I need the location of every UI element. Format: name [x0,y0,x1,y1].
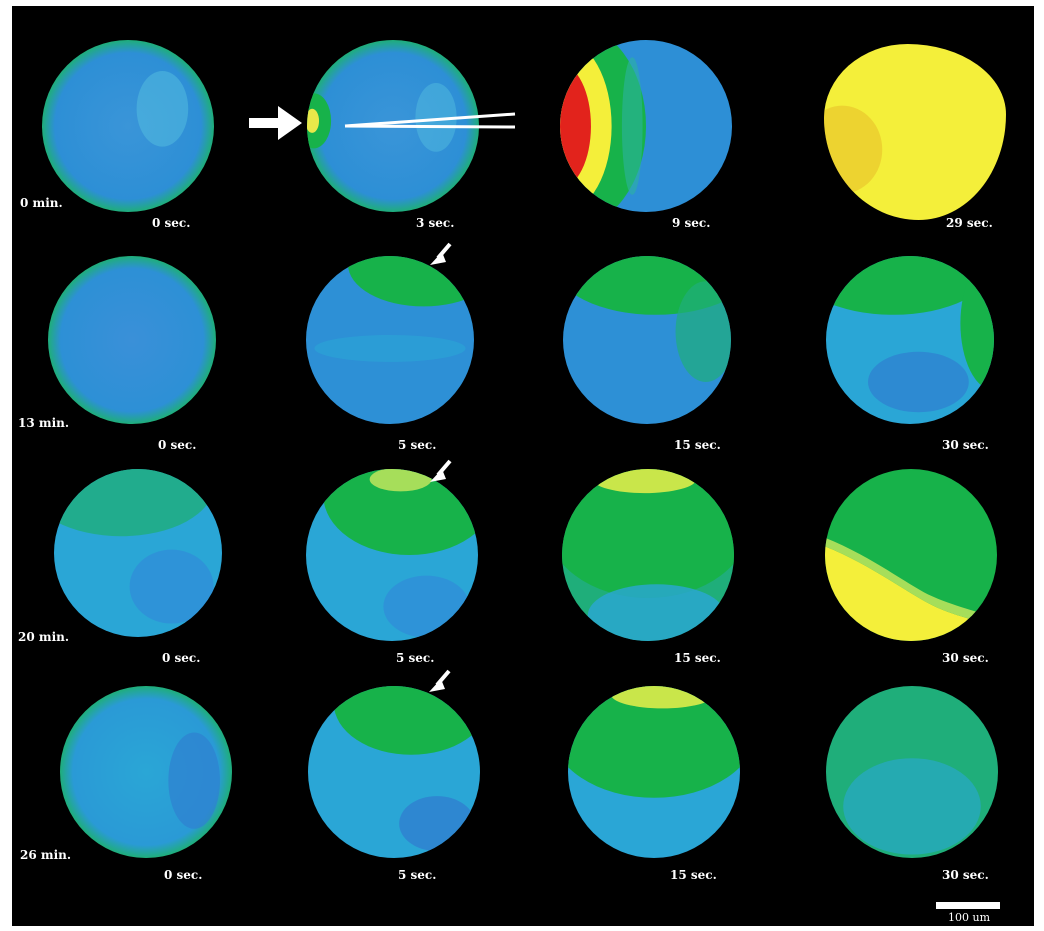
time-label: 30 sec. [942,868,989,882]
egg-r1-c1 [42,40,214,212]
time-label: 29 sec. [946,216,993,230]
egg-r4-c3 [568,686,740,858]
egg-r4-c4 [826,686,998,858]
egg-r4-c1 [60,686,232,858]
row-label-0-min: 0 min. [20,196,63,210]
egg-r2-c1 [48,256,216,424]
time-label: 30 sec. [942,438,989,452]
time-label: 15 sec. [670,868,717,882]
row-label-13-min: 13 min. [18,416,70,430]
egg-r1-c4 [824,44,1006,220]
row-label-26-min: 26 min. [20,848,72,862]
annotation-overlay [249,106,516,692]
scale-bar-label: 100 um [948,911,991,924]
time-label: 5 sec. [398,438,437,452]
arrow-icon-row4 [429,669,451,692]
time-label: 0 sec. [162,651,201,665]
time-label: 30 sec. [942,651,989,665]
egg-r2-c2 [306,256,474,424]
egg-r1-c3 [560,40,732,212]
egg-r3-c3 [562,469,734,641]
micropipette-icon [344,112,516,129]
time-label: 15 sec. [674,651,721,665]
time-label: 9 sec. [672,216,711,230]
time-label: 0 sec. [152,216,191,230]
row-label-20-min: 20 min. [18,630,70,644]
egg-r4-c2 [308,686,480,858]
egg-r3-c1 [54,469,222,637]
time-label: 5 sec. [396,651,435,665]
time-label: 15 sec. [674,438,721,452]
micrograph-figure: 0 min. 13 min. 20 min. 26 min. 0 sec. 3 … [12,6,1034,926]
arrow-icon-row3 [430,459,452,482]
time-label: 5 sec. [398,868,437,882]
egg-r2-c3 [563,256,731,424]
egg-r3-c2 [306,469,478,641]
arrow-icon-row2 [430,242,452,265]
egg-r3-c4 [825,469,997,641]
time-label: 0 sec. [158,438,197,452]
egg-r2-c4 [826,256,994,424]
injection-arrow-icon [249,106,302,140]
time-label: 3 sec. [416,216,455,230]
time-label: 0 sec. [164,868,203,882]
scale-bar [936,902,1000,909]
